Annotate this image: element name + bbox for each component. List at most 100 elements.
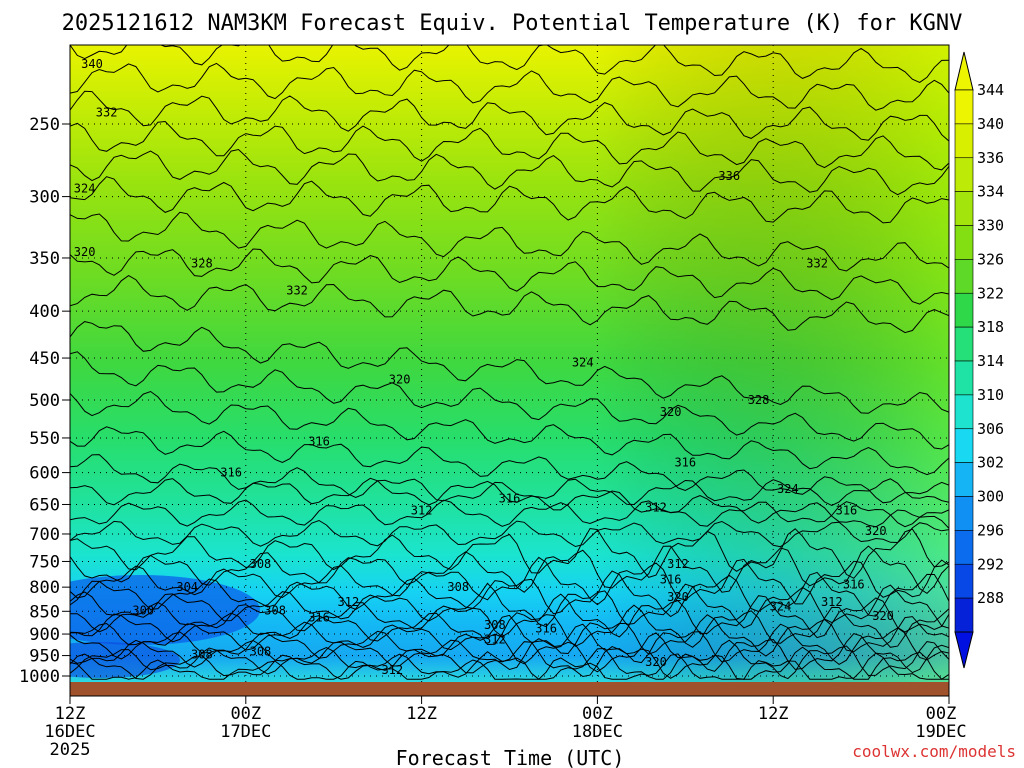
grid-lines (70, 45, 949, 682)
colorbar: 344 340 336 334 330 326 322 318 314 310 306 302 300 2… (954, 51, 1004, 669)
x-tick-label: 16DEC (44, 722, 95, 742)
contour-label: 308 (250, 644, 272, 658)
y-tick-label: 800 (29, 578, 60, 598)
contour-labels: 3403323243203283323363323243283203203163… (74, 57, 894, 677)
colorbar-swatch (954, 428, 974, 463)
x-tick-label: 00Z (230, 704, 261, 724)
colorbar-label: 344 (977, 81, 1004, 99)
chart-title: 2025121612 NAM3KM Forecast Equiv. Potent… (62, 11, 963, 36)
contour-label: 312 (645, 501, 667, 515)
colorbar-top-arrow (954, 51, 974, 91)
colorbar-label: 302 (977, 454, 1004, 472)
y-tick-label: 950 (29, 647, 60, 667)
contour-label: 308 (447, 580, 469, 594)
x-tick-label: 19DEC (915, 722, 966, 742)
contour-line (70, 90, 949, 142)
colorbar-label: 318 (977, 318, 1004, 336)
colorbar-swatch (954, 259, 974, 294)
contour-line (70, 62, 949, 111)
colorbar-label: 310 (977, 386, 1004, 404)
x-tick-label: 2025 (50, 740, 91, 760)
contour-lines (70, 45, 949, 680)
contour-line (70, 652, 949, 680)
contour-label: 324 (777, 482, 799, 496)
contour-label: 332 (806, 257, 828, 271)
contour-line (70, 45, 949, 83)
y-tick-label: 550 (29, 429, 60, 449)
y-tick-label: 850 (29, 602, 60, 622)
contour-label: 320 (660, 405, 682, 419)
x-tick-label: 12Z (406, 704, 437, 724)
contour-line (70, 646, 949, 680)
contour-label: 316 (220, 466, 242, 480)
contour-label: 312 (338, 595, 360, 609)
contour-label: 320 (389, 373, 411, 387)
y-tick-label: 500 (29, 391, 60, 411)
contour-line (70, 499, 949, 528)
y-tick-label: 650 (29, 495, 60, 515)
contour-line (70, 556, 949, 606)
colorbar-swatch (954, 394, 974, 430)
colorbar-label: 300 (977, 488, 1004, 506)
colorbar-swatch (954, 89, 974, 125)
y-tick-label: 350 (29, 249, 60, 269)
colorbar-label: 322 (977, 284, 1004, 302)
contour-line (70, 351, 949, 450)
x-tick-label: 12Z (55, 704, 86, 724)
contour-line (70, 120, 949, 171)
contour-label: 324 (572, 355, 594, 369)
contour-line (70, 593, 949, 639)
contour-line (70, 176, 949, 224)
contour-line (70, 321, 949, 414)
low-level-cold-pool (70, 575, 260, 645)
x-tick-label: 12Z (758, 704, 789, 724)
contour-label: 328 (191, 257, 213, 271)
contour-label: 320 (667, 590, 689, 604)
colorbar-swatch (954, 597, 974, 633)
contour-line (70, 390, 949, 476)
colorbar-label: 340 (977, 115, 1004, 133)
contour-line (70, 477, 949, 506)
contour-label: 320 (872, 609, 894, 623)
contour-line (70, 275, 949, 334)
colorbar-swatch (954, 462, 974, 497)
contour-label: 300 (132, 603, 154, 617)
y-tick-label: 450 (29, 349, 60, 369)
contour-label: 308 (484, 618, 506, 632)
contour-line (70, 519, 949, 548)
x-tick-label: 18DEC (572, 722, 623, 742)
colorbar-swatch (954, 496, 974, 531)
y-tick-label: 250 (29, 115, 60, 135)
contour-label: 312 (821, 595, 843, 609)
colorbar-swatch (954, 292, 974, 328)
contour-line (70, 632, 949, 674)
contour-label: 312 (381, 663, 403, 677)
contour-label: 316 (535, 622, 557, 636)
contour-line (70, 545, 949, 595)
contour-line (70, 211, 949, 272)
y-tick-label: 900 (29, 625, 60, 645)
contour-label: 308 (250, 557, 272, 571)
y-tick-label: 700 (29, 525, 60, 545)
colorbar-label: 330 (977, 217, 1004, 235)
colorbar-label: 296 (977, 521, 1004, 539)
contour-line (70, 248, 949, 305)
ground-band (70, 682, 949, 696)
colorbar-bottom-arrow (954, 631, 974, 669)
contour-label: 316 (660, 573, 682, 587)
y-tick-label: 750 (29, 552, 60, 572)
contour-label: 320 (645, 655, 667, 669)
y-tick-label: 1000 (19, 667, 60, 687)
colorbar-swatch (954, 563, 974, 599)
contour-line (70, 527, 949, 579)
contour-label: 316 (674, 456, 696, 470)
contour-label: 316 (836, 504, 858, 518)
y-tick-label: 600 (29, 464, 60, 484)
contour-line (70, 639, 949, 680)
x-axis-label: Forecast Time (UTC) (396, 746, 625, 768)
y-tick-label: 400 (29, 302, 60, 322)
contour-label: 324 (770, 600, 792, 614)
colorbar-swatch (954, 191, 974, 226)
contour-label: 332 (96, 106, 118, 120)
